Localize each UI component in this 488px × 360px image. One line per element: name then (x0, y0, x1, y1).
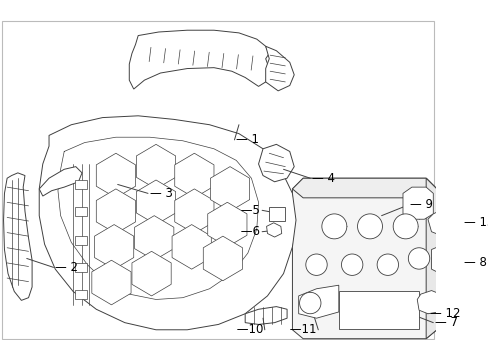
Polygon shape (298, 285, 338, 318)
Text: — 1: — 1 (236, 133, 259, 147)
Polygon shape (416, 291, 443, 314)
Polygon shape (292, 178, 436, 198)
Polygon shape (96, 189, 135, 234)
Bar (75, 236, 87, 245)
Text: — 7: — 7 (434, 316, 457, 329)
Polygon shape (427, 208, 457, 235)
Polygon shape (244, 307, 286, 324)
Polygon shape (69, 132, 82, 140)
Circle shape (392, 214, 417, 239)
Polygon shape (292, 178, 436, 339)
Polygon shape (265, 46, 294, 91)
Text: —6: —6 (237, 225, 260, 238)
Polygon shape (258, 144, 294, 182)
Circle shape (305, 254, 326, 275)
Polygon shape (402, 187, 432, 219)
Text: — 2: — 2 (55, 261, 78, 274)
Bar (338, 292, 418, 329)
Polygon shape (266, 223, 281, 237)
Polygon shape (136, 144, 175, 189)
Polygon shape (52, 138, 85, 158)
Circle shape (321, 214, 346, 239)
Text: —10: —10 (232, 323, 263, 336)
Polygon shape (174, 153, 214, 198)
Bar (75, 290, 87, 298)
Text: — 12: — 12 (429, 307, 459, 320)
Circle shape (407, 248, 429, 269)
Text: — 4: — 4 (311, 172, 334, 185)
Text: — 9: — 9 (409, 198, 432, 211)
Polygon shape (172, 225, 211, 269)
Text: —11: —11 (285, 323, 316, 336)
Polygon shape (203, 236, 242, 281)
Polygon shape (96, 153, 135, 198)
Text: —5: —5 (237, 204, 260, 217)
Polygon shape (39, 167, 82, 196)
Polygon shape (92, 260, 131, 305)
Polygon shape (426, 178, 436, 339)
Bar (75, 207, 87, 216)
Circle shape (299, 292, 320, 314)
Polygon shape (132, 251, 171, 296)
Polygon shape (136, 180, 175, 225)
Text: — 3: — 3 (149, 187, 172, 200)
Polygon shape (134, 216, 174, 260)
Polygon shape (210, 167, 249, 211)
Text: — 13: — 13 (463, 216, 488, 229)
Bar (75, 180, 87, 189)
Polygon shape (3, 173, 32, 300)
Bar (269, 207, 285, 221)
Circle shape (376, 254, 398, 275)
Polygon shape (94, 225, 133, 269)
Bar (75, 263, 87, 272)
Polygon shape (39, 116, 295, 330)
Polygon shape (207, 202, 246, 247)
Polygon shape (430, 244, 457, 274)
Circle shape (341, 254, 362, 275)
Circle shape (357, 214, 382, 239)
Polygon shape (174, 189, 214, 234)
Text: — 8: — 8 (463, 256, 486, 269)
Polygon shape (129, 30, 269, 89)
